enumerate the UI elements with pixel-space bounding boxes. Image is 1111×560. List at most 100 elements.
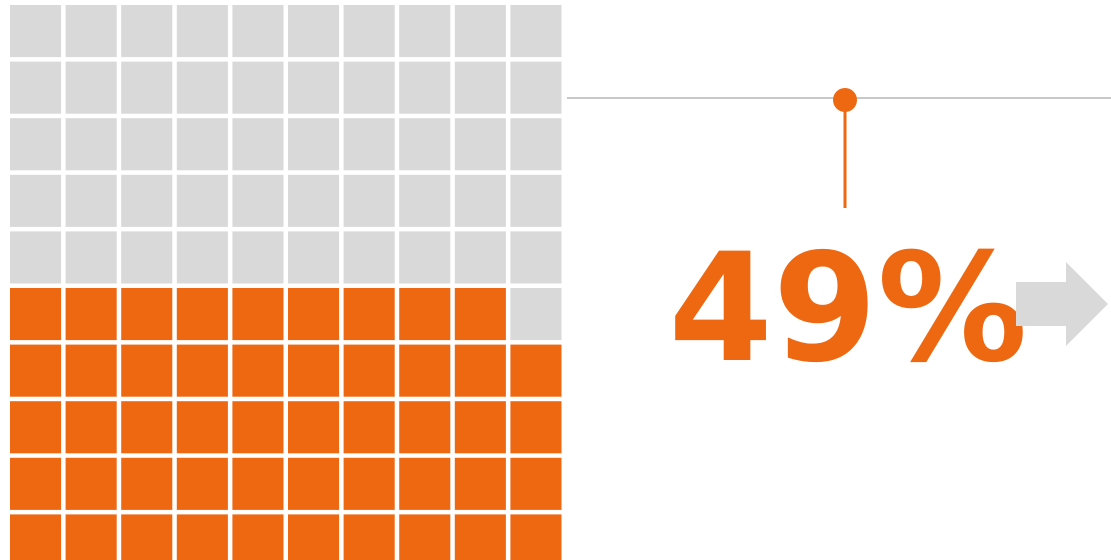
empty-cell — [232, 118, 284, 171]
empty-cell — [176, 118, 228, 171]
filled-cell — [65, 401, 117, 454]
empty-cell — [288, 61, 340, 114]
empty-cell — [121, 231, 173, 284]
filled-cell — [288, 288, 340, 341]
filled-cell — [65, 457, 117, 510]
empty-cell — [343, 231, 395, 284]
filled-cell — [176, 457, 228, 510]
filled-cell — [176, 288, 228, 341]
empty-cell — [232, 231, 284, 284]
filled-cell — [121, 457, 173, 510]
empty-cell — [343, 174, 395, 227]
empty-cell — [510, 61, 562, 114]
filled-cell — [454, 344, 506, 397]
empty-cell — [10, 118, 62, 171]
empty-cell — [510, 231, 562, 284]
empty-cell — [510, 174, 562, 227]
filled-cell — [10, 344, 62, 397]
filled-cell — [232, 401, 284, 454]
empty-cell — [454, 174, 506, 227]
filled-cell — [288, 457, 340, 510]
empty-cell — [232, 61, 284, 114]
filled-cell — [454, 288, 506, 341]
empty-cell — [176, 174, 228, 227]
filled-cell — [399, 344, 451, 397]
filled-cell — [232, 514, 284, 560]
empty-cell — [65, 174, 117, 227]
filled-cell — [176, 344, 228, 397]
empty-cell — [399, 231, 451, 284]
empty-cell — [510, 288, 562, 341]
filled-cell — [288, 514, 340, 560]
empty-cell — [65, 231, 117, 284]
arrow-icon — [1016, 262, 1108, 346]
filled-cell — [510, 344, 562, 397]
empty-cell — [121, 174, 173, 227]
filled-cell — [454, 457, 506, 510]
filled-cell — [399, 288, 451, 341]
filled-cell — [288, 401, 340, 454]
empty-cell — [510, 118, 562, 171]
filled-cell — [121, 514, 173, 560]
filled-cell — [399, 514, 451, 560]
filled-cell — [121, 288, 173, 341]
filled-cell — [232, 344, 284, 397]
filled-cell — [399, 457, 451, 510]
empty-cell — [288, 174, 340, 227]
empty-cell — [10, 174, 62, 227]
filled-cell — [288, 344, 340, 397]
filled-cell — [121, 401, 173, 454]
filled-cell — [10, 457, 62, 510]
filled-cell — [176, 401, 228, 454]
filled-cell — [65, 514, 117, 560]
filled-cell — [10, 401, 62, 454]
empty-cell — [65, 5, 117, 58]
empty-cell — [288, 5, 340, 58]
filled-cell — [510, 514, 562, 560]
filled-cell — [399, 401, 451, 454]
empty-cell — [10, 61, 62, 114]
filled-cell — [232, 457, 284, 510]
empty-cell — [343, 61, 395, 114]
empty-cell — [288, 118, 340, 171]
filled-cell — [10, 288, 62, 341]
empty-cell — [454, 5, 506, 58]
empty-cell — [10, 231, 62, 284]
filled-cell — [510, 457, 562, 510]
empty-cell — [399, 118, 451, 171]
filled-cell — [65, 288, 117, 341]
empty-cell — [176, 231, 228, 284]
empty-cell — [510, 5, 562, 58]
filled-cell — [176, 514, 228, 560]
empty-cell — [65, 118, 117, 171]
empty-cell — [343, 118, 395, 171]
filled-cell — [343, 514, 395, 560]
filled-cell — [454, 401, 506, 454]
filled-cell — [343, 288, 395, 341]
empty-cell — [454, 61, 506, 114]
empty-cell — [121, 61, 173, 114]
empty-cell — [454, 231, 506, 284]
filled-cell — [121, 344, 173, 397]
empty-cell — [121, 118, 173, 171]
empty-cell — [399, 174, 451, 227]
empty-cell — [399, 61, 451, 114]
empty-cell — [232, 5, 284, 58]
filled-cell — [343, 344, 395, 397]
pin-dot — [833, 88, 857, 112]
empty-cell — [454, 118, 506, 171]
empty-cell — [399, 5, 451, 58]
empty-cell — [232, 174, 284, 227]
filled-cell — [343, 457, 395, 510]
empty-cell — [121, 5, 173, 58]
empty-cell — [343, 5, 395, 58]
empty-cell — [288, 231, 340, 284]
filled-cell — [510, 401, 562, 454]
empty-cell — [10, 5, 62, 58]
filled-cell — [343, 401, 395, 454]
filled-cell — [65, 344, 117, 397]
empty-cell — [176, 5, 228, 58]
filled-cell — [232, 288, 284, 341]
